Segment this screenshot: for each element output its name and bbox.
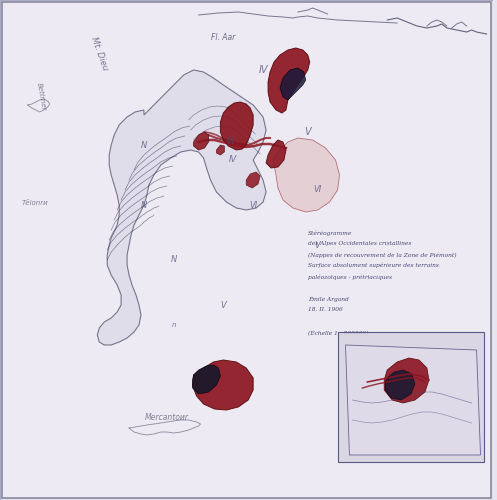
Polygon shape (384, 358, 429, 403)
Text: Tёlonrи: Tёlonrи (21, 200, 48, 206)
Polygon shape (345, 345, 481, 455)
Text: V: V (305, 127, 311, 137)
Text: (Échelle 1 : 800000): (Échelle 1 : 800000) (308, 329, 368, 335)
Polygon shape (216, 145, 224, 155)
Text: VI: VI (249, 200, 257, 209)
Text: N: N (170, 256, 177, 264)
Text: (Nappes de recouvrement de la Zone de Piémont): (Nappes de recouvrement de la Zone de Pi… (308, 252, 456, 258)
Polygon shape (266, 140, 286, 168)
Polygon shape (268, 48, 310, 113)
Text: Surface absolument supérieure des terrains: Surface absolument supérieure des terrai… (308, 263, 439, 268)
Text: IV: IV (229, 156, 238, 164)
Text: VI: VI (226, 138, 235, 146)
Text: IV: IV (258, 65, 268, 75)
Text: N: N (141, 140, 147, 149)
Text: 18. II. 1906: 18. II. 1906 (308, 307, 342, 312)
Text: V: V (221, 300, 226, 310)
Text: Fl. Aar: Fl. Aar (211, 33, 236, 42)
Polygon shape (193, 360, 253, 410)
Polygon shape (246, 172, 260, 188)
Polygon shape (273, 138, 339, 212)
Polygon shape (220, 102, 253, 150)
Text: Bettmer: Bettmer (36, 82, 47, 111)
Bar (337, 332, 485, 462)
Text: Mercantoиr: Mercantoиr (145, 413, 189, 422)
Text: des Alpes Occidentales cristallines: des Alpes Occidentales cristallines (308, 241, 411, 246)
Polygon shape (280, 68, 306, 100)
Polygon shape (385, 370, 415, 400)
Polygon shape (97, 70, 266, 345)
Text: Stéréogramme: Stéréogramme (308, 230, 352, 235)
Text: Émile Argand: Émile Argand (308, 296, 348, 302)
Text: N: N (141, 200, 147, 209)
Text: Mt. Dieu: Mt. Dieu (89, 36, 109, 72)
Polygon shape (193, 365, 220, 394)
Text: n: n (171, 322, 176, 328)
Polygon shape (194, 132, 208, 150)
Text: VI: VI (314, 186, 322, 194)
Text: paléozoïques - prétriaciques: paléozoïques - prétriaciques (308, 274, 392, 280)
Text: V: V (315, 240, 321, 250)
